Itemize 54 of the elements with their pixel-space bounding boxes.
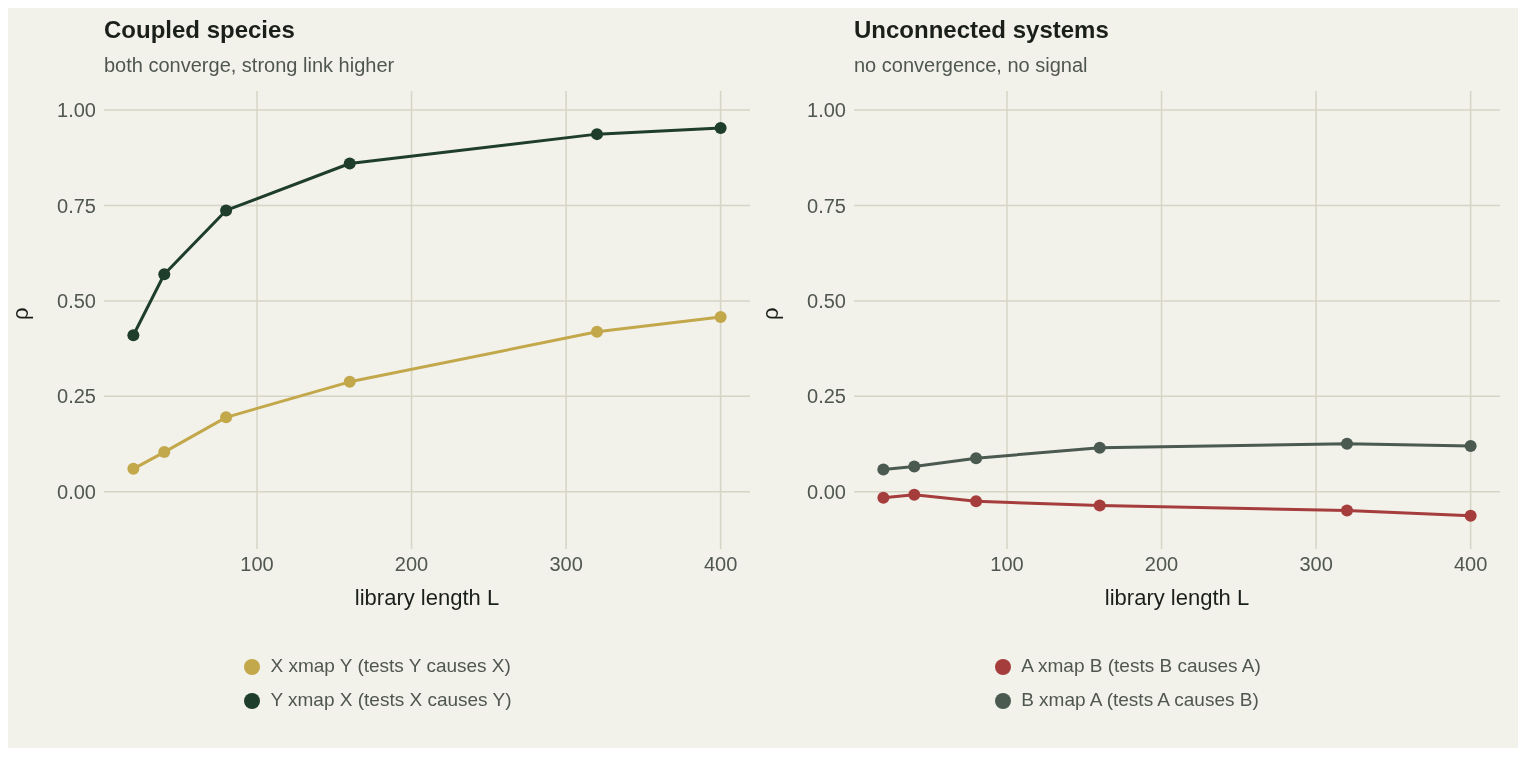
y-tick-label: 1.00 [807,99,846,122]
point [343,157,356,170]
point [1464,509,1477,522]
x-axis-title: library length L [1104,585,1250,610]
point [220,204,233,217]
y-axis-title: ρ [757,307,783,320]
y-tick-label: 0.75 [807,194,846,217]
x-tick-label: 300 [549,553,583,576]
point [1093,499,1106,512]
chart-title: Unconnected systems [854,16,1110,44]
x-axis-title: library length L [354,585,500,610]
point [343,375,356,388]
legend-label: A xmap B (tests B causes A) [1021,655,1261,676]
point [1341,504,1353,517]
x-tick-label: 400 [703,553,738,576]
y-tick-label: 0.50 [57,290,96,313]
point [158,268,171,281]
point [591,325,603,338]
y-tick-label: 0.00 [807,480,846,503]
point [591,128,603,141]
x-tick-label: 300 [1299,553,1333,576]
x-tick-label: 200 [394,553,429,576]
y-tick-label: 0.50 [807,290,846,313]
point [127,462,140,475]
x-tick-label: 400 [1453,553,1488,576]
point [908,460,921,473]
x-tick-label: 200 [1144,553,1179,576]
point [158,446,171,459]
chart-subtitle: no convergence, no signal [854,54,1089,77]
point [1464,439,1477,452]
chart-subtitle: both converge, strong link higher [104,54,396,77]
point [127,329,140,342]
x-tick-label: 100 [240,553,274,576]
point [908,488,921,501]
point [1341,437,1353,450]
legend-label: Y xmap X (tests X causes Y) [270,689,512,710]
y-tick-label: 1.00 [57,99,96,122]
point [1093,441,1106,454]
y-tick-label: 0.25 [57,385,96,408]
legend-label: B xmap A (tests A causes B) [1021,689,1259,710]
point [220,411,233,424]
y-tick-label: 0.00 [57,480,96,503]
y-tick-label: 0.25 [807,385,846,408]
point [877,491,890,504]
chart-title: Coupled species [104,16,296,44]
point [877,463,890,476]
point [714,122,727,135]
point [714,310,727,323]
y-tick-label: 0.75 [57,194,96,217]
x-tick-label: 100 [990,553,1024,576]
point [970,452,983,465]
legend-label: X xmap Y (tests Y causes X) [270,655,511,676]
y-axis-title: ρ [7,307,33,320]
point [970,495,983,508]
